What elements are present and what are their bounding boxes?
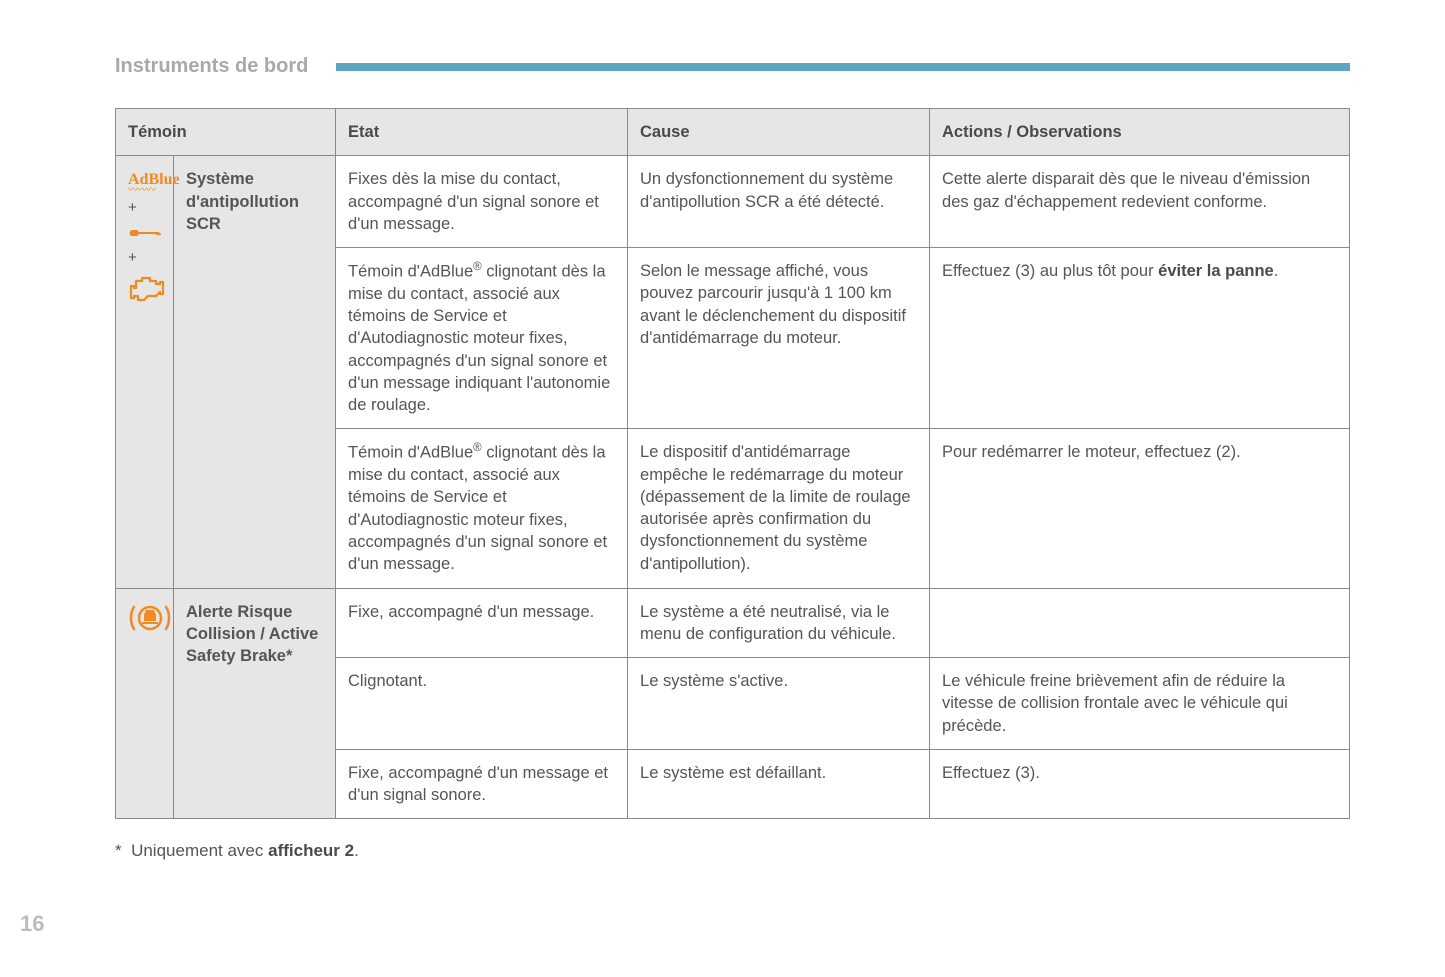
collision-warning-icon bbox=[128, 601, 172, 635]
scr-name-cell: Système d'antipollution SCR bbox=[174, 156, 336, 588]
wrench-icon bbox=[128, 224, 162, 242]
document-page: Instruments de bord Témoin Etat Cause Ac… bbox=[0, 0, 1445, 977]
table-header-row: Témoin Etat Cause Actions / Observations bbox=[116, 109, 1350, 156]
plus-separator: + bbox=[128, 248, 161, 268]
cell-action bbox=[930, 588, 1350, 658]
page-number: 16 bbox=[20, 911, 44, 937]
page-header: Instruments de bord bbox=[115, 55, 1350, 78]
col-cause: Cause bbox=[628, 109, 930, 156]
col-temoin: Témoin bbox=[116, 109, 336, 156]
cell-etat: Fixe, accompagné d'un message. bbox=[336, 588, 628, 658]
cell-cause: Le système s'active. bbox=[628, 658, 930, 750]
cell-cause: Selon le message affiché, vous pouvez pa… bbox=[628, 248, 930, 429]
cell-action: Le véhicule freine brièvement afin de ré… bbox=[930, 658, 1350, 750]
collision-name-cell: Alerte Risque Collision / Active Safety … bbox=[174, 588, 336, 819]
warning-lights-table: Témoin Etat Cause Actions / Observations… bbox=[115, 108, 1350, 819]
cell-action: Pour redémarrer le moteur, effectuez (2)… bbox=[930, 429, 1350, 588]
engine-icon bbox=[128, 274, 166, 304]
table-row: AdBlue 〰〰〰 + + Système d'antipollution S… bbox=[116, 156, 1350, 248]
cell-cause: Un dysfonctionnement du système d'antipo… bbox=[628, 156, 930, 248]
cell-etat: Témoin d'AdBlue® clignotant dès la mise … bbox=[336, 429, 628, 588]
header-accent-bar bbox=[336, 63, 1350, 71]
section-title: Instruments de bord bbox=[115, 55, 308, 78]
table-row: Alerte Risque Collision / Active Safety … bbox=[116, 588, 1350, 658]
cell-action: Effectuez (3). bbox=[930, 749, 1350, 819]
cell-cause: Le dispositif d'antidémarrage empêche le… bbox=[628, 429, 930, 588]
collision-icon-cell bbox=[116, 588, 174, 819]
col-actions: Actions / Observations bbox=[930, 109, 1350, 156]
footnote: * Uniquement avec afficheur 2. bbox=[115, 841, 1350, 861]
plus-separator: + bbox=[128, 198, 161, 218]
cell-action: Effectuez (3) au plus tôt pour éviter la… bbox=[930, 248, 1350, 429]
cell-etat: Clignotant. bbox=[336, 658, 628, 750]
cell-cause: Le système a été neutralisé, via le menu… bbox=[628, 588, 930, 658]
cell-etat: Fixe, accompagné d'un message et d'un si… bbox=[336, 749, 628, 819]
cell-etat: Fixes dès la mise du contact, accompagné… bbox=[336, 156, 628, 248]
cell-cause: Le système est défaillant. bbox=[628, 749, 930, 819]
adblue-wave-icon: 〰〰〰 bbox=[128, 189, 161, 192]
cell-action: Cette alerte disparait dès que le niveau… bbox=[930, 156, 1350, 248]
scr-icon-cell: AdBlue 〰〰〰 + + bbox=[116, 156, 174, 588]
cell-etat: Témoin d'AdBlue® clignotant dès la mise … bbox=[336, 248, 628, 429]
col-etat: Etat bbox=[336, 109, 628, 156]
